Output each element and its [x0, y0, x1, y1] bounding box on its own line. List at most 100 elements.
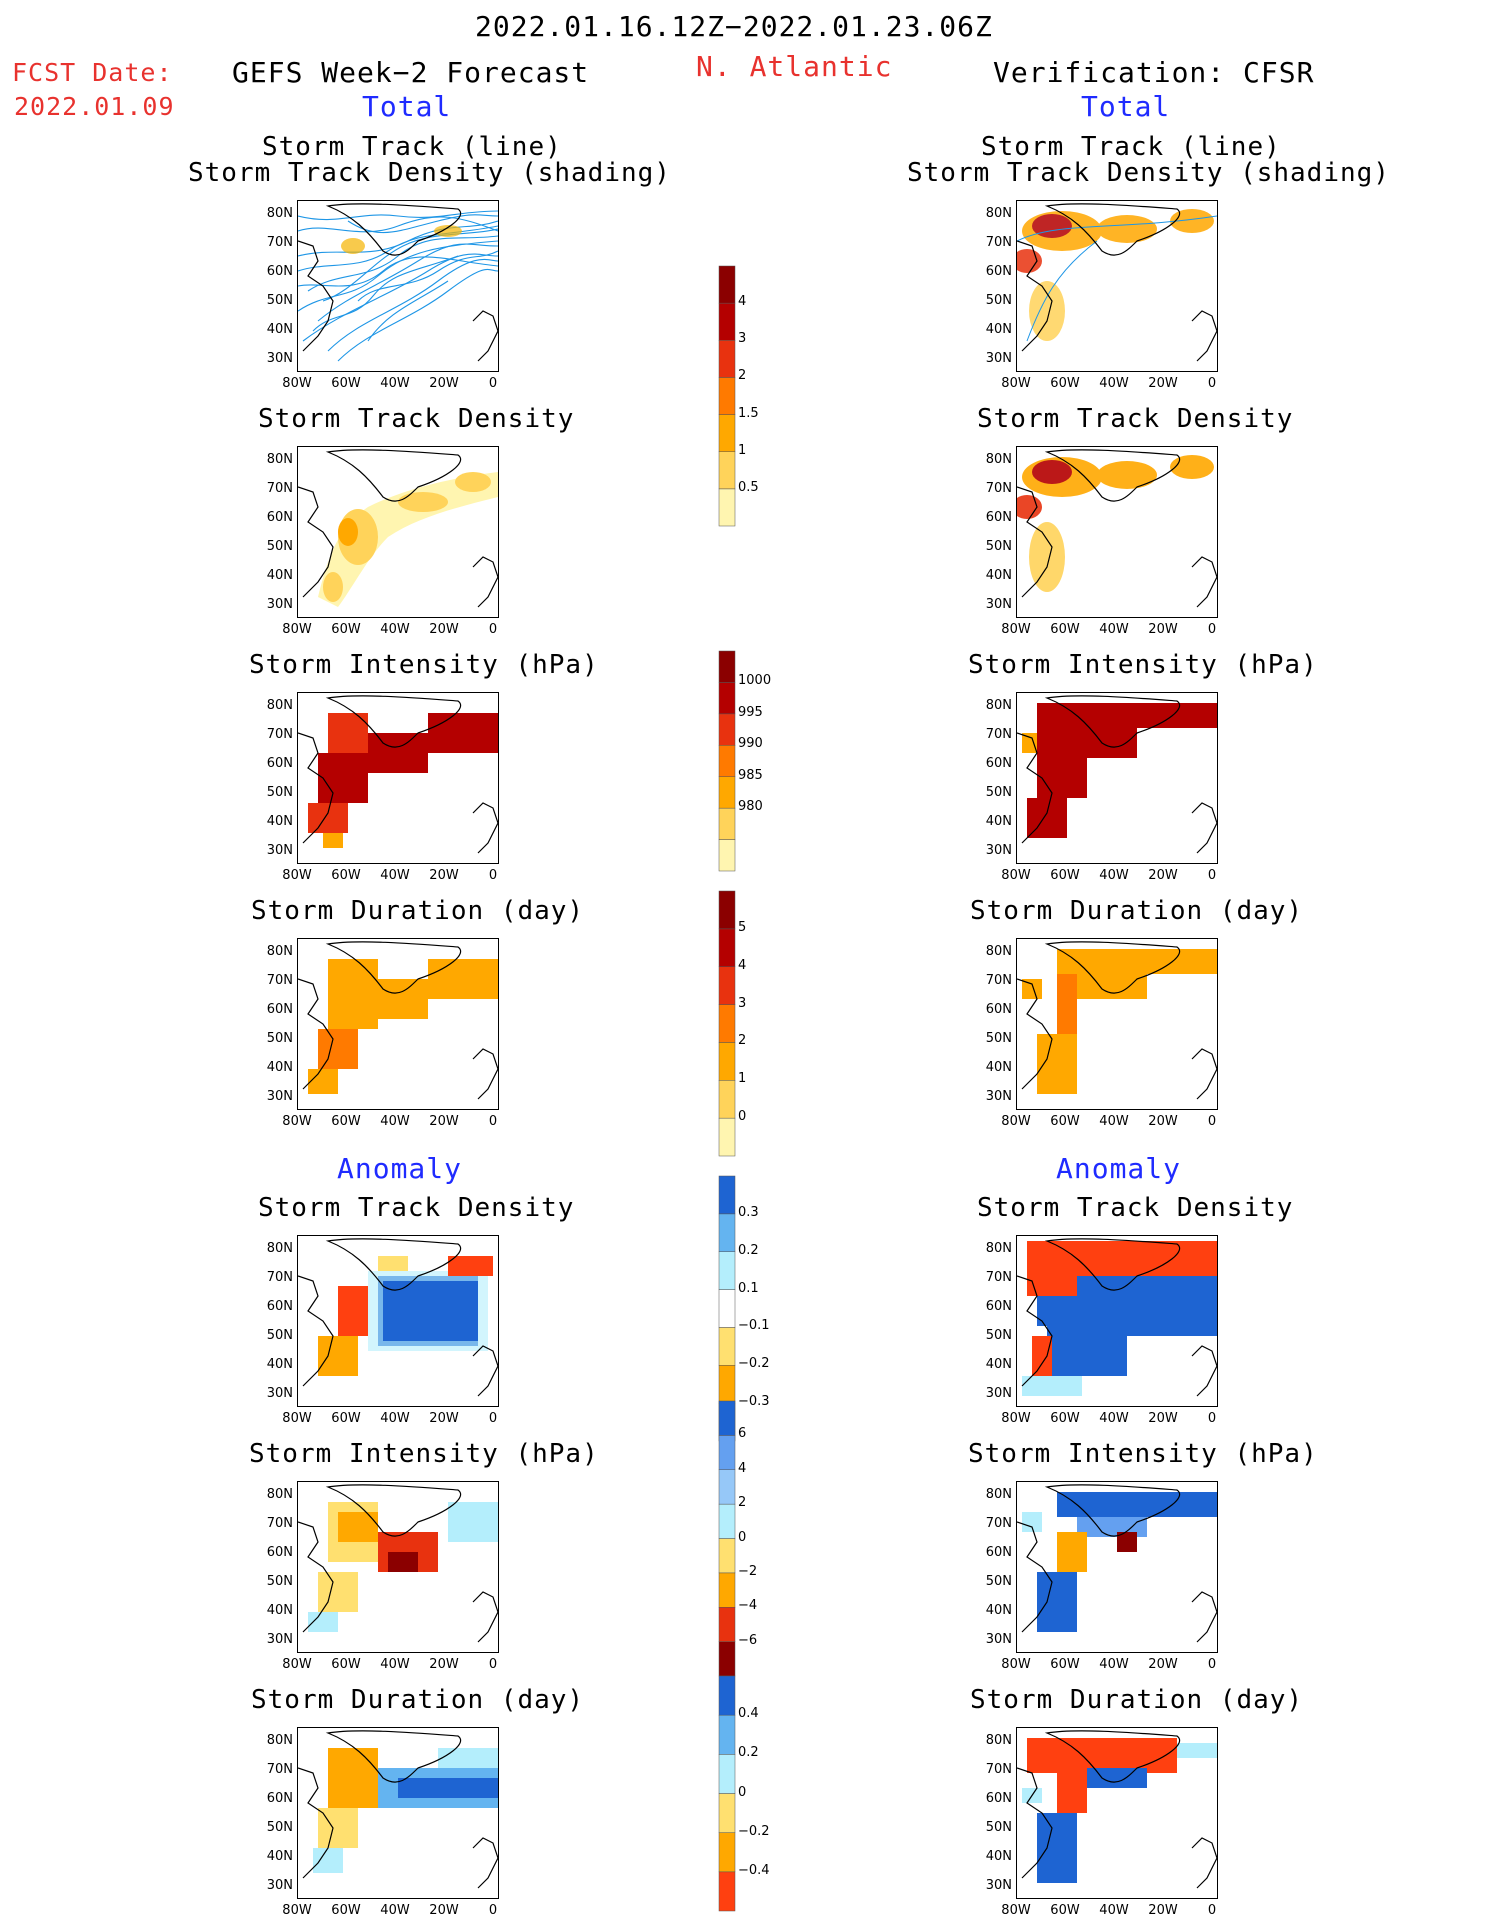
lon-tick-label: 80W: [1001, 376, 1031, 391]
map-track-line-forecast: [297, 200, 499, 372]
colorbar-swatch: [718, 1042, 736, 1081]
colorbar-label: −2: [738, 1563, 758, 1579]
lon-tick-label: 20W: [429, 1657, 459, 1672]
lon-tick-label: 0: [1207, 376, 1217, 391]
lat-tick-label: 50N: [985, 1328, 1012, 1343]
lon-tick-label: 40W: [380, 1903, 410, 1918]
lon-tick-label: 20W: [1148, 868, 1178, 883]
lat-tick-label: 70N: [266, 973, 293, 988]
lat-tick-label: 70N: [985, 235, 1012, 250]
lon-tick-label: 20W: [1148, 622, 1178, 637]
lat-tick-label: 30N: [266, 1632, 293, 1647]
lat-tick-label: 60N: [266, 264, 293, 279]
colorbar-swatch: [718, 1004, 736, 1043]
title-duration-left: Storm Duration (day): [251, 896, 585, 926]
lon-tick-label: 0: [1207, 1903, 1217, 1918]
colorbar-swatch: [718, 1832, 736, 1873]
lat-tick-label: 70N: [985, 1762, 1012, 1777]
colorbar-swatch: [718, 377, 736, 415]
map-anom-intensity-forecast: [297, 1481, 499, 1653]
map-anom-duration-forecast: [297, 1727, 499, 1899]
lon-tick-label: 20W: [1148, 1657, 1178, 1672]
lat-tick-label: 30N: [985, 597, 1012, 612]
lon-tick-label: 40W: [380, 1114, 410, 1129]
map-track-density-forecast: [297, 446, 499, 618]
lat-tick-label: 30N: [266, 843, 293, 858]
lon-tick-label: 40W: [380, 622, 410, 637]
colorbar-label: 3: [738, 331, 747, 347]
map-duration-forecast: [297, 938, 499, 1110]
lat-tick-label: 80N: [266, 944, 293, 959]
lat-tick-label: 30N: [985, 1089, 1012, 1104]
colorbar-swatch: [718, 1793, 736, 1833]
colorbar-swatch: [718, 265, 736, 304]
lon-tick-label: 60W: [1050, 376, 1080, 391]
lat-tick-label: 40N: [266, 1849, 293, 1864]
title-anom-duration-right: Storm Duration (day): [970, 1685, 1304, 1715]
title-anom-duration-left: Storm Duration (day): [251, 1685, 585, 1715]
colorbar-label: 0.1: [738, 1280, 759, 1296]
title-density-left: Storm Track Density: [258, 404, 575, 434]
colorbar-label: 0.5: [738, 479, 759, 495]
lat-tick-label: 60N: [266, 756, 293, 771]
title-intensity-right: Storm Intensity (hPa): [968, 650, 1318, 680]
lat-tick-label: 50N: [985, 1031, 1012, 1046]
lon-tick-label: 60W: [331, 1903, 361, 1918]
colorbar-label: 0: [738, 1784, 747, 1800]
lon-tick-label: 0: [1207, 1411, 1217, 1426]
colorbar-label: 2: [738, 1033, 747, 1049]
lat-tick-label: 80N: [266, 1241, 293, 1256]
colorbar-label: −0.3: [738, 1394, 770, 1410]
colorbar-label: 1.5: [738, 405, 759, 421]
left-total-label: Total: [362, 90, 452, 123]
colorbar-swatch: [718, 1175, 736, 1215]
lon-tick-label: 60W: [331, 376, 361, 391]
lat-tick-label: 40N: [985, 1357, 1012, 1372]
lat-tick-label: 40N: [985, 322, 1012, 337]
title-anom-intensity-right: Storm Intensity (hPa): [968, 1439, 1318, 1469]
colorbar-label: 0: [738, 1529, 747, 1545]
lon-tick-label: 80W: [282, 1411, 312, 1426]
lon-tick-label: 80W: [282, 622, 312, 637]
lon-tick-label: 60W: [1050, 868, 1080, 883]
right-column-title: Verification: CFSR: [993, 56, 1315, 89]
colorbar-swatch: [718, 1400, 736, 1436]
lon-tick-label: 80W: [282, 1114, 312, 1129]
colorbar-label: −0.4: [738, 1862, 770, 1878]
colorbar-swatch: [718, 682, 736, 715]
lat-tick-label: 40N: [985, 568, 1012, 583]
lat-tick-label: 60N: [985, 1002, 1012, 1017]
lat-tick-label: 40N: [266, 568, 293, 583]
colorbar-swatch: [718, 1365, 736, 1404]
lon-tick-label: 80W: [1001, 1657, 1031, 1672]
date-range-title: 2022.01.16.12Z−2022.01.23.06Z: [475, 10, 993, 43]
colorbar-swatch: [718, 890, 736, 930]
lon-tick-label: 40W: [380, 868, 410, 883]
lat-tick-label: 30N: [985, 351, 1012, 366]
colorbar-anom-duration: [718, 1675, 736, 1916]
lon-tick-label: 0: [1207, 1657, 1217, 1672]
lat-tick-label: 70N: [266, 481, 293, 496]
title-anom-density-right: Storm Track Density: [977, 1193, 1294, 1223]
lat-tick-label: 30N: [266, 351, 293, 366]
colorbar-track-density: [718, 265, 736, 531]
lat-tick-label: 80N: [266, 452, 293, 467]
left-anomaly-label: Anomaly: [337, 1152, 463, 1185]
lat-tick-label: 30N: [985, 1632, 1012, 1647]
map-anom-duration-verification: [1016, 1727, 1218, 1899]
lat-tick-label: 50N: [985, 1820, 1012, 1835]
lon-tick-label: 80W: [282, 868, 312, 883]
lon-tick-label: 0: [488, 1903, 498, 1918]
colorbar-swatch: [718, 451, 736, 490]
lat-tick-label: 40N: [266, 1357, 293, 1372]
colorbar-swatch: [718, 928, 736, 967]
title-track-line-left: Storm Track (line): [262, 132, 562, 162]
colorbar-label: 995: [738, 704, 763, 720]
lon-tick-label: 80W: [1001, 622, 1031, 637]
lat-tick-label: 40N: [266, 1603, 293, 1618]
lon-tick-label: 60W: [331, 622, 361, 637]
lon-tick-label: 60W: [331, 1657, 361, 1672]
lon-tick-label: 80W: [282, 1903, 312, 1918]
lat-tick-label: 40N: [266, 1060, 293, 1075]
lon-tick-label: 0: [488, 868, 498, 883]
